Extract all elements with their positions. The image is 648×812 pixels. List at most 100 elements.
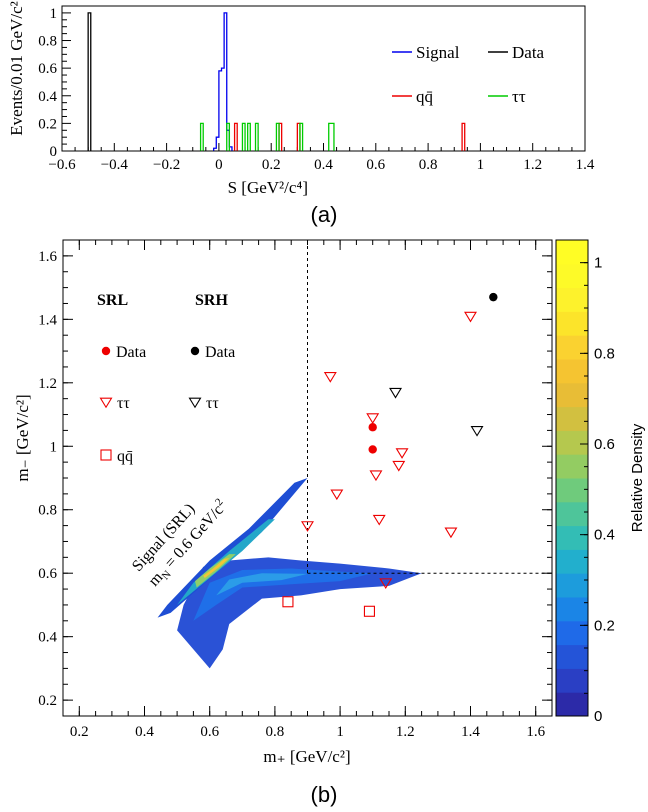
y-tick-label: 0.8 (38, 503, 57, 519)
legend-srl-title: SRL (97, 292, 128, 309)
colorbar-cell (556, 573, 588, 598)
tautau-srl-marker (444, 527, 458, 539)
colorbar-frame (555, 239, 589, 717)
colorbar-cell (556, 406, 588, 431)
colorbar-cell (556, 430, 588, 455)
x-tick-label: 0.4 (314, 157, 333, 173)
tautau-srl-marker (464, 311, 477, 323)
colorbar-cell (556, 478, 588, 503)
legend-tautau-srh-label: ττ (206, 395, 219, 412)
legend-label-qq: qq̄ (416, 87, 434, 106)
y-tick-label: 1 (50, 6, 58, 22)
tautau-srl-marker (369, 470, 383, 482)
tautau-srl-marker (366, 413, 380, 424)
colorbar-tick-label: 0 (594, 708, 602, 725)
legend-data-srh-marker (190, 346, 200, 356)
panel-label-a: (a) (311, 202, 338, 227)
x-tick-label: 1 (477, 157, 485, 173)
legend-tautau-srl-label: ττ (117, 395, 130, 412)
x-tick-label: 1.6 (526, 724, 545, 740)
y-tick-label: 0 (50, 144, 58, 160)
colorbar-cell (556, 501, 588, 527)
x-axis-label: S [GeV²/c⁴] (228, 178, 308, 197)
legend-label-tautau: ττ (512, 87, 526, 106)
colorbar-cell (556, 382, 588, 408)
density-blob-inner (216, 573, 308, 596)
tautau-srl-marker (323, 372, 337, 383)
colorbar-tick-label: 0.4 (594, 527, 615, 544)
hist-data (87, 12, 92, 151)
tautau-srl-marker (379, 578, 393, 590)
legend-data-srl-marker (101, 346, 111, 356)
colorbar-cell (556, 287, 588, 312)
x-tick-label: 1 (336, 724, 344, 740)
legend-qq-srl-marker (100, 449, 112, 461)
signal-band-peak (203, 557, 230, 578)
plot-frame (61, 5, 586, 152)
legend-label-signal: Signal (416, 43, 460, 62)
y-tick-label: 0.8 (38, 34, 57, 50)
x-tick-label: 1.4 (576, 157, 595, 173)
y-tick-label: 0.6 (38, 566, 57, 582)
colorbar-cell (556, 454, 588, 479)
y-tick-label: 1.4 (38, 312, 57, 328)
tautau-srh-marker (470, 425, 484, 437)
legend-srh-title: SRH (195, 292, 228, 309)
x-tick-label: 0.8 (419, 157, 438, 173)
x-axis-label: m₊ [GeV/c²] (263, 747, 350, 766)
colorbar-cell (556, 549, 588, 574)
colorbar-cell (556, 525, 588, 550)
colorbar-cell (556, 263, 588, 289)
y-axis-label: m₋ [GeV/c²] (13, 394, 32, 481)
x-tick-label: 0.6 (200, 724, 219, 740)
colorbar-cell (556, 668, 588, 693)
colorbar-tick-label: 0.6 (594, 436, 615, 453)
colorbar-label: Relative Density (629, 423, 646, 532)
y-tick-label: 0.2 (38, 116, 57, 132)
legend-qq-srl-label: qq̄ (117, 448, 133, 465)
legend-data-srl-label: Data (116, 344, 146, 361)
y-tick-label: 0.2 (38, 693, 57, 709)
colorbar-cell (556, 335, 588, 360)
panel-label-b: (b) (311, 782, 338, 807)
x-tick-label: −0.4 (101, 157, 129, 173)
panel-a: −0.6 −0.4 −0.2 0 0.2 0.4 0.6 0.8 1 1.2 1.4 0 0.2 0.4 0… (7, 1, 595, 227)
x-tick-label: 0.4 (135, 724, 154, 740)
tautau-srl-marker (392, 460, 406, 472)
colorbar-cell (556, 620, 588, 646)
legend-tautau-srh-marker (188, 397, 202, 409)
tautau-srl-marker (301, 521, 314, 532)
y-axis-label: Events/0.01 GeV/c² (7, 1, 26, 135)
data-srl-marker (368, 423, 377, 432)
x-tick-label: −0.6 (48, 157, 76, 173)
signal-band-high (195, 554, 236, 588)
y-tick-label: 0.6 (38, 61, 57, 77)
colorbar-cell (556, 644, 588, 669)
y-tick-label: 1 (50, 439, 58, 455)
colorbar-tick-label: 1 (594, 255, 602, 272)
x-tick-label: −0.2 (153, 157, 180, 173)
tautau-srl-marker (395, 448, 409, 459)
legend-tautau-srl-marker (99, 397, 113, 409)
colorbar-cell (556, 597, 588, 622)
colorbar-tick-label: 0.2 (594, 617, 615, 634)
hist-qq (233, 122, 466, 151)
x-tick-label: 0.6 (366, 157, 385, 173)
panel-b: 0.2 0.4 0.6 0.8 1 1.2 1.4 1.6 0.2 0.4 0.6 0.8 1 1.2 1.… (13, 239, 646, 807)
hist-tautau (199, 122, 335, 151)
y-tick-label: 0.4 (38, 89, 57, 105)
tautau-srl-marker (372, 514, 386, 526)
colorbar-cell (556, 311, 588, 336)
x-tick-label: 1.2 (396, 724, 415, 740)
x-tick-label: 0.8 (266, 724, 285, 740)
x-tick-label: 0.2 (262, 157, 281, 173)
qq-srl-marker (363, 605, 375, 617)
colorbar-cell (556, 359, 588, 384)
x-tick-label: 1.4 (461, 724, 480, 740)
x-tick-label: 0 (215, 157, 223, 173)
colorbar-cell (556, 240, 588, 265)
x-tick-label: 1.2 (523, 157, 542, 173)
y-tick-label: 1.6 (38, 249, 57, 265)
legend-data-srh-label: Data (205, 344, 235, 361)
